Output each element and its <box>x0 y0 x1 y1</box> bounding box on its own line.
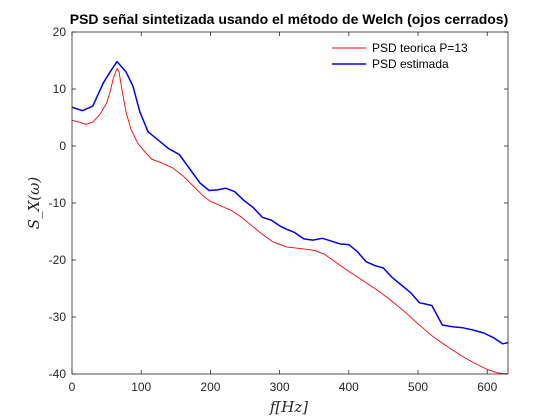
x-tick-label: 0 <box>69 380 76 394</box>
x-axis-label: f[Hz] <box>269 398 308 416</box>
x-tick-label: 200 <box>200 380 220 394</box>
y-tick-label: -10 <box>49 196 67 210</box>
tick-layer: 0 100 200 300 400 500 600 -40 -30 -20 -10 0 10 20 <box>49 25 508 394</box>
chart-title: PSD señal sintetizada usando el método d… <box>70 11 509 27</box>
y-tick-label: -20 <box>49 253 67 267</box>
plot-area <box>72 32 508 374</box>
y-tick-label: -40 <box>49 367 67 381</box>
y-axis-label: S_X(ω) <box>25 177 43 230</box>
legend: PSD teorica P=13 PSD estimada <box>325 39 502 77</box>
legend-label: PSD estimada <box>372 57 449 71</box>
x-tick-label: 600 <box>477 380 497 394</box>
y-tick-label: 0 <box>59 139 66 153</box>
x-tick-label: 400 <box>339 380 359 394</box>
y-tick-label: 20 <box>53 25 67 39</box>
legend-box <box>325 39 502 77</box>
x-tick-label: 500 <box>408 380 428 394</box>
y-tick-label: -30 <box>49 310 67 324</box>
y-tick-label: 10 <box>53 82 67 96</box>
x-tick-label: 300 <box>270 380 290 394</box>
x-tick-label: 100 <box>131 380 151 394</box>
series-line-teorica <box>71 68 509 375</box>
legend-label: PSD teorica P=13 <box>372 41 468 55</box>
series-line-estimada <box>71 60 509 345</box>
series-layer <box>71 60 509 375</box>
